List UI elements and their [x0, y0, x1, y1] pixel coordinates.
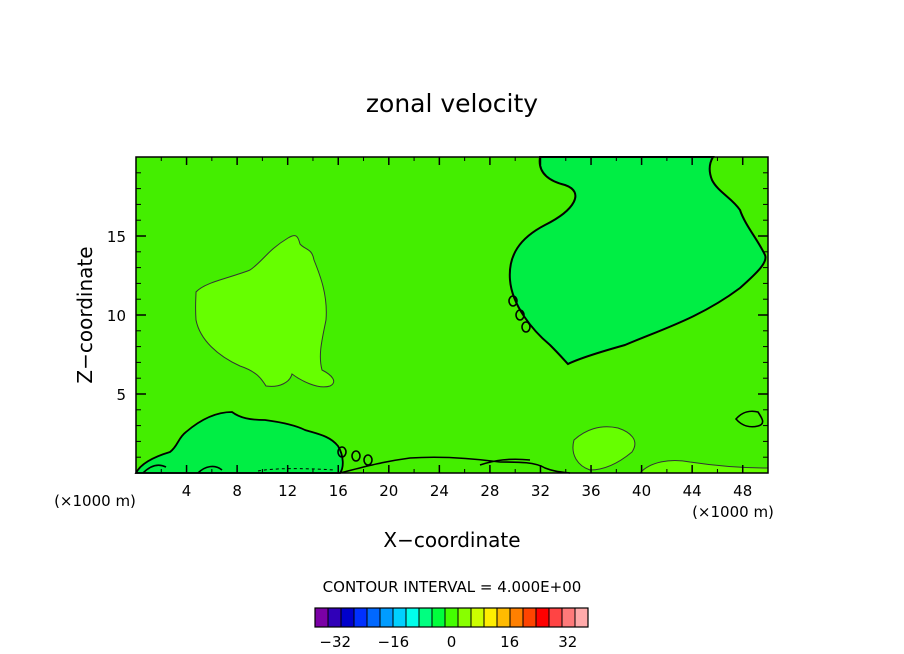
colorbar-labels: −32 −16 0 16 32: [319, 633, 577, 651]
colorbar-swatch: [497, 608, 511, 627]
colorbar-swatch: [393, 608, 407, 627]
y-tick-label: 15: [107, 228, 126, 246]
positive-velocity-region-bottom-right: [638, 459, 769, 474]
x-tick-label: 40: [632, 482, 651, 500]
colorbar-swatch: [575, 608, 589, 627]
x-tick-label: 48: [733, 482, 752, 500]
x-axis-ticks: 4 8 12 16 20 24 28 32 36 40 44 48: [160, 157, 752, 500]
y-tick-label: 10: [107, 307, 126, 325]
colorbar-swatch: [419, 608, 433, 627]
dashed-contour-bottom: [257, 468, 336, 472]
x-axis-unit-left: (×1000 m): [54, 492, 136, 510]
colorbar-swatch: [510, 608, 524, 627]
negative-velocity-region-upper-right: [508, 156, 767, 366]
colorbar-label: −16: [378, 633, 410, 651]
x-tick-label: 32: [531, 482, 550, 500]
positive-velocity-region-bottom-middle: [572, 426, 636, 471]
colorbar-swatch: [484, 608, 498, 627]
x-tick-label: 8: [232, 482, 242, 500]
colorbar-swatch: [458, 608, 472, 627]
colorbar: [314, 607, 589, 628]
colorbar-swatch: [432, 608, 446, 627]
x-tick-label: 28: [480, 482, 499, 500]
x-tick-label: 36: [581, 482, 600, 500]
contour-interval-label: CONTOUR INTERVAL = 4.000E+00: [323, 578, 582, 596]
contour-loops-x30: [508, 295, 531, 333]
chart-title: zonal velocity: [366, 89, 538, 118]
x-tick-label: 24: [430, 482, 449, 500]
x-axis-label: X−coordinate: [383, 528, 520, 552]
colorbar-swatch: [354, 608, 368, 627]
colorbar-swatch: [549, 608, 563, 627]
plot-area: [134, 156, 769, 474]
colorbar-label: −32: [319, 633, 351, 651]
negative-velocity-region-bottom-left: [134, 411, 344, 474]
colorbar-swatch: [341, 608, 355, 627]
contour-lines-bottom: [142, 410, 764, 474]
colorbar-swatch: [536, 608, 550, 627]
colorbar-swatch: [328, 608, 342, 627]
colorbar-frame: [314, 607, 589, 628]
colorbar-swatch: [315, 608, 329, 627]
colorbar-swatch: [562, 608, 576, 627]
colorbar-swatch: [367, 608, 381, 627]
x-axis-unit-right: (×1000 m): [692, 503, 774, 521]
colorbar-swatch: [445, 608, 459, 627]
x-tick-label: 44: [683, 482, 702, 500]
colorbar-swatch: [380, 608, 394, 627]
colorbar-label: 16: [500, 633, 519, 651]
colorbar-swatch: [406, 608, 420, 627]
colorbar-label: 32: [558, 633, 577, 651]
colorbar-label: 0: [447, 633, 457, 651]
x-tick-label: 12: [278, 482, 297, 500]
x-tick-label: 16: [329, 482, 348, 500]
y-tick-label: 5: [116, 386, 126, 404]
positive-velocity-region-upper-left: [195, 235, 335, 388]
y-axis-label: Z−coordinate: [73, 246, 97, 383]
colorbar-swatch: [471, 608, 485, 627]
x-tick-label: 4: [182, 482, 192, 500]
colorbar-swatch: [523, 608, 537, 627]
x-tick-label: 20: [379, 482, 398, 500]
y-axis-ticks: 5 10 15: [107, 172, 768, 458]
